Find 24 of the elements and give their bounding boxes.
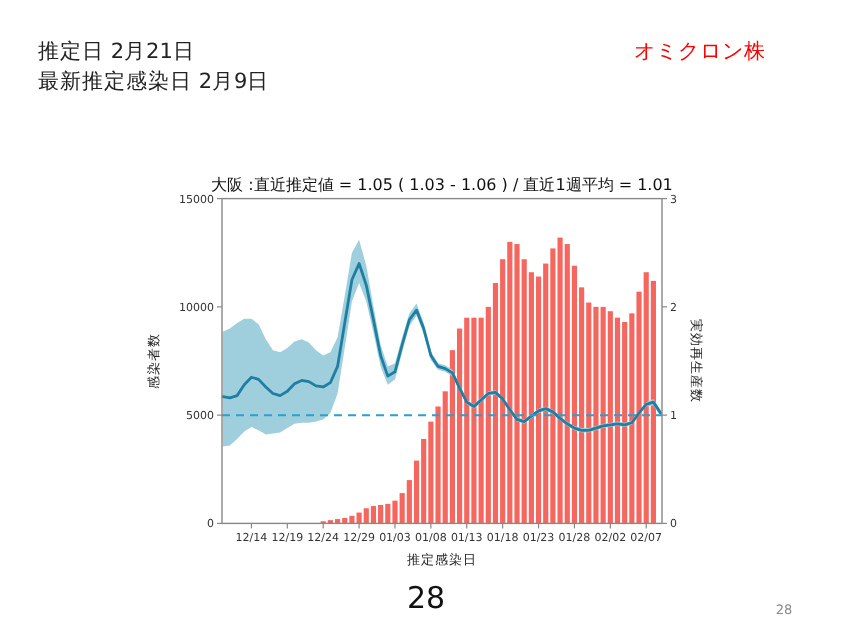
bar — [643, 272, 649, 524]
bar — [650, 280, 656, 524]
annotation: オミクロン株 — [634, 40, 766, 64]
bar — [363, 508, 369, 524]
bar — [607, 311, 613, 524]
bar — [514, 244, 520, 524]
bar — [593, 306, 599, 524]
bar — [557, 237, 563, 524]
bar — [349, 515, 355, 524]
bar — [564, 244, 570, 524]
chart-title: 大阪 :直近推定値 = 1.05 ( 1.03 - 1.06 ) / 直近1週平均 = 1.01 — [211, 176, 673, 194]
annotation: 最新推定感染日 2月9日 — [38, 70, 270, 94]
bar — [392, 500, 398, 524]
annotation: 推定日 2月21日 — [38, 40, 195, 64]
bar — [471, 317, 477, 524]
line-series — [221, 262, 662, 432]
bar — [464, 317, 470, 524]
bar — [507, 241, 513, 524]
bar — [614, 317, 621, 524]
bar — [385, 503, 391, 524]
bar — [600, 306, 606, 524]
bar — [378, 504, 384, 524]
bar — [370, 506, 377, 524]
annotation: 28 — [406, 580, 446, 616]
